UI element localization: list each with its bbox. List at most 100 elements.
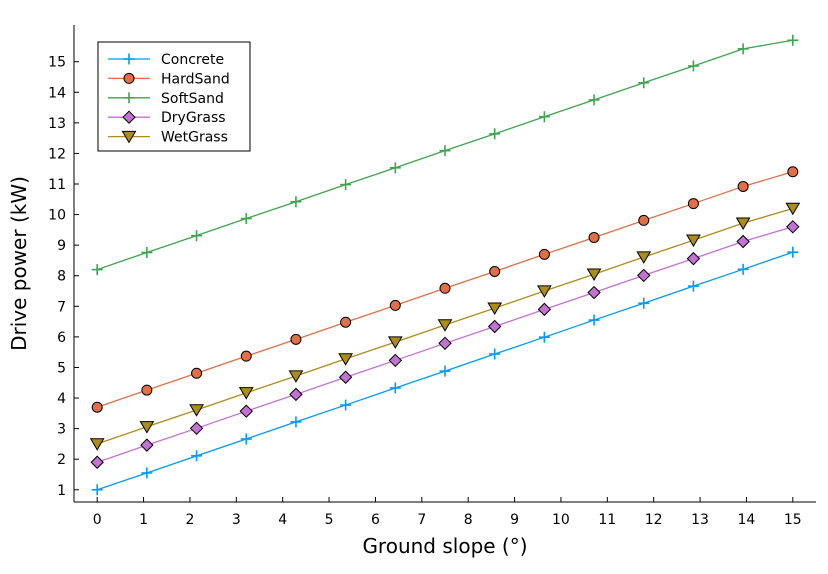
data-point — [240, 213, 252, 225]
legend-swatch-marker — [122, 110, 136, 124]
data-point — [439, 282, 451, 294]
x-tick-label: 13 — [691, 512, 709, 528]
data-point — [91, 401, 103, 413]
legend-item: SoftSand — [108, 91, 224, 107]
legend-swatch-marker — [121, 130, 137, 144]
legend-item: DryGrass — [108, 110, 226, 126]
y-tick-label: 1 — [57, 483, 66, 499]
series-drygrass — [90, 220, 800, 469]
data-point — [587, 285, 601, 300]
data-point — [588, 232, 600, 244]
legend-item: HardSand — [108, 71, 230, 87]
data-point — [735, 217, 751, 230]
data-point — [191, 367, 203, 379]
legend-label: WetGrass — [161, 130, 228, 146]
data-point — [588, 314, 600, 326]
x-tick-label: 0 — [93, 512, 102, 528]
y-tick-label: 13 — [48, 116, 66, 132]
data-point — [439, 145, 451, 157]
x-tick-label: 12 — [645, 512, 663, 528]
x-tick-label: 8 — [464, 512, 473, 528]
data-point — [588, 94, 600, 106]
x-tick-label: 10 — [552, 512, 570, 528]
data-point — [438, 336, 452, 351]
data-point — [238, 387, 254, 400]
x-axis-title: Ground slope (°) — [362, 534, 527, 558]
data-point — [687, 198, 699, 210]
x-tick-label: 4 — [278, 512, 287, 528]
x-axis: 0 1 2 3 4 5 6 7 8 9 10 11 12 13 14 15 — [74, 497, 816, 528]
series-wetgrass — [89, 202, 801, 451]
data-point — [141, 384, 153, 396]
legend-item: Concrete — [108, 52, 224, 68]
legend-label: DryGrass — [161, 110, 226, 126]
y-tick-label: 9 — [57, 238, 66, 254]
data-point — [439, 365, 451, 377]
series-softsand — [91, 34, 799, 276]
data-point — [191, 450, 203, 462]
legend-item: WetGrass — [108, 130, 228, 146]
data-point — [289, 387, 303, 402]
data-point — [637, 268, 651, 283]
data-point — [787, 166, 799, 178]
data-point — [538, 111, 550, 123]
data-point — [437, 319, 453, 332]
data-point — [537, 302, 552, 317]
data-point — [785, 202, 801, 216]
data-point — [489, 265, 501, 277]
data-point — [189, 404, 204, 417]
x-tick-label: 6 — [371, 512, 380, 528]
data-point — [288, 370, 304, 383]
data-point — [290, 196, 302, 208]
x-tick-label: 2 — [185, 512, 194, 528]
data-point — [737, 263, 749, 275]
data-point — [638, 214, 650, 226]
y-tick-label: 15 — [48, 55, 66, 71]
y-tick-label: 11 — [48, 177, 66, 193]
data-point — [91, 264, 103, 276]
data-point — [489, 128, 501, 140]
legend: Concrete HardSand SoftSand DryGrass WetGrass — [97, 41, 251, 152]
data-point — [340, 399, 352, 411]
legend-label: SoftSand — [161, 91, 224, 107]
data-point — [686, 234, 701, 248]
data-point — [638, 297, 650, 309]
data-point — [340, 316, 352, 328]
data-point — [338, 370, 353, 384]
x-tick-label: 7 — [417, 512, 426, 528]
legend-label: Concrete — [161, 52, 224, 68]
y-tick-label: 10 — [48, 208, 66, 224]
data-point — [538, 331, 550, 343]
x-tick-label: 15 — [784, 512, 802, 528]
data-point — [636, 251, 652, 264]
data-point — [686, 251, 701, 266]
data-point — [139, 421, 155, 434]
data-point — [90, 455, 104, 469]
legend-label: HardSand — [161, 71, 230, 87]
x-tick-label: 9 — [510, 512, 519, 528]
data-point — [89, 438, 105, 451]
legend-swatch-marker — [123, 72, 135, 84]
data-point — [638, 77, 650, 89]
data-point — [141, 246, 153, 258]
series-concrete — [91, 246, 799, 496]
data-point — [786, 220, 800, 234]
legend-swatch-marker — [123, 92, 135, 104]
series-hardsand — [91, 166, 799, 413]
data-point — [290, 416, 302, 428]
legend-box — [97, 41, 251, 152]
data-point — [487, 319, 502, 334]
series-layer — [89, 34, 801, 496]
data-point — [141, 467, 153, 479]
data-point — [538, 248, 550, 260]
data-point — [387, 336, 403, 349]
x-tick-label: 14 — [738, 512, 756, 528]
y-tick-label: 2 — [57, 452, 66, 468]
data-point — [687, 60, 699, 72]
legend-swatch-marker — [123, 53, 135, 65]
x-tick-label: 11 — [598, 512, 616, 528]
data-point — [189, 421, 204, 436]
data-point — [787, 246, 799, 258]
